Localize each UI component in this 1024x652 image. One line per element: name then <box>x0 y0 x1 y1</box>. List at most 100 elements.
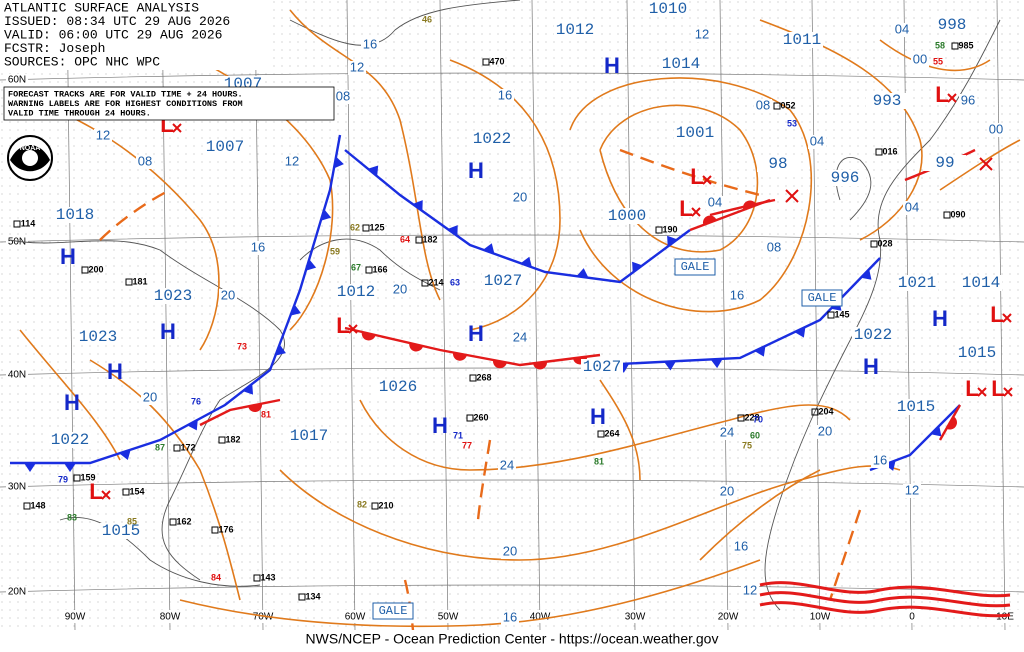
cold-front-tooth <box>794 326 806 338</box>
note-line: VALID TIME THROUGH 24 HOURS. <box>8 108 151 118</box>
station-value: 159 <box>80 472 95 482</box>
station-value: 62 <box>350 222 360 232</box>
isobar-label-bg <box>808 135 826 149</box>
isobar-label-bg <box>728 289 746 303</box>
note-line: FORECAST TRACKS ARE FOR VALID TIME + 24 … <box>8 89 243 99</box>
station-value: 81 <box>261 409 271 419</box>
isobar-label: 12 <box>350 59 364 74</box>
gale-label: GALE <box>808 291 837 305</box>
isobar-label-bg <box>391 283 409 297</box>
isobar-label: 12 <box>695 26 709 41</box>
station-marker <box>371 502 379 510</box>
gale-box <box>801 289 843 307</box>
station-value: 052 <box>780 100 795 110</box>
isobar-label-bg <box>511 191 529 205</box>
station-value: 64 <box>400 234 410 244</box>
station-value: 200 <box>88 264 103 274</box>
pressure-label: 1010 <box>649 0 687 18</box>
lon-label: 0 <box>909 612 915 623</box>
low-center: L <box>89 479 102 504</box>
isobar-label: 16 <box>873 452 887 467</box>
isobar-label: 08 <box>138 153 152 168</box>
station-marker <box>173 444 181 452</box>
low-center: L <box>336 313 349 338</box>
station-marker <box>122 488 130 496</box>
cold-front-tooth <box>576 268 589 278</box>
lon-label-box <box>806 610 834 623</box>
station-value: 204 <box>818 406 833 416</box>
pressure-label-bg <box>377 379 419 395</box>
isobar-label-bg <box>334 90 352 104</box>
parallel <box>0 584 1024 593</box>
station-value: 87 <box>155 442 165 452</box>
pressure-label-bg <box>647 1 689 17</box>
lat-label-box <box>6 74 28 86</box>
graticule: 90W 80W 70W 60W 50W 40W 30W 20W 10W 0 10E 60N 50N 40N… <box>0 0 1024 631</box>
gale-box <box>372 602 414 620</box>
low-cross <box>101 490 111 500</box>
pressure-label-bg <box>288 428 330 444</box>
pressure-label-bg <box>660 56 702 72</box>
lon-label: 10W <box>810 612 831 623</box>
isobar-label: 12 <box>285 153 299 168</box>
station-marker <box>253 574 261 582</box>
header-line: ATLANTIC SURFACE ANALYSIS <box>4 0 199 15</box>
station-value: 79 <box>58 474 68 484</box>
station-value: 59 <box>330 246 340 256</box>
front-line <box>344 326 601 367</box>
lon-label: 80W <box>160 612 181 623</box>
warm-front-bump <box>743 200 757 210</box>
isobar-label-bg <box>94 129 112 143</box>
station-value: 145 <box>834 309 849 319</box>
isobar-label-bg <box>718 485 736 499</box>
station-value: 176 <box>218 524 233 534</box>
lon-label: 30W <box>625 612 646 623</box>
lon-label: 70W <box>253 612 274 623</box>
station-value: 016 <box>882 146 897 156</box>
station-value: 172 <box>180 442 195 452</box>
station-marker <box>211 526 219 534</box>
lon-label: 90W <box>65 612 86 623</box>
warm-front-bump <box>703 215 717 225</box>
station-value: 985 <box>958 40 973 50</box>
station-value: 181 <box>132 276 147 286</box>
pressure-label: 1000 <box>608 207 646 225</box>
station-value: 60 <box>750 430 760 440</box>
isobar-label-bg <box>706 196 724 210</box>
isobar-label: 00 <box>913 51 927 66</box>
pressure-label: 1027 <box>583 358 621 376</box>
isobar-label-bg <box>501 611 519 625</box>
low-cross <box>702 175 712 185</box>
isobar-label: 20 <box>143 389 157 404</box>
pressure-label: 998 <box>938 16 967 34</box>
low-cross <box>977 387 987 397</box>
station-marker <box>218 436 226 444</box>
pressure-label: 1027 <box>484 272 522 290</box>
footer-box <box>0 630 1024 652</box>
parallel <box>0 367 1024 376</box>
isobar-label-bg <box>498 459 516 473</box>
isobar-label-bg <box>754 99 772 113</box>
cold-front-tooth <box>667 235 678 247</box>
lat-label: 40N <box>8 370 26 381</box>
isobar-label-bg <box>718 426 736 440</box>
isobar-label: 20 <box>818 423 832 438</box>
isobar-label: 16 <box>730 287 744 302</box>
station-marker <box>466 414 474 422</box>
isobar-label: 08 <box>756 97 770 112</box>
isobar-label: 96 <box>961 92 975 107</box>
isobar-label-bg <box>501 545 519 559</box>
cold-front-tooth <box>24 463 36 472</box>
station-value: 75 <box>742 440 752 450</box>
high-center: H <box>590 404 606 429</box>
pressure-label-bg <box>471 131 513 147</box>
lon-label-box <box>434 610 462 623</box>
lon-label: 40W <box>530 612 551 623</box>
station-marker <box>362 224 370 232</box>
pressure-label: 1022 <box>473 130 511 148</box>
gale-label: GALE <box>681 260 710 274</box>
station-value: 190 <box>662 224 677 234</box>
station-value: 71 <box>453 430 463 440</box>
coastlines <box>9 0 1001 611</box>
lat-label-box <box>6 481 28 493</box>
